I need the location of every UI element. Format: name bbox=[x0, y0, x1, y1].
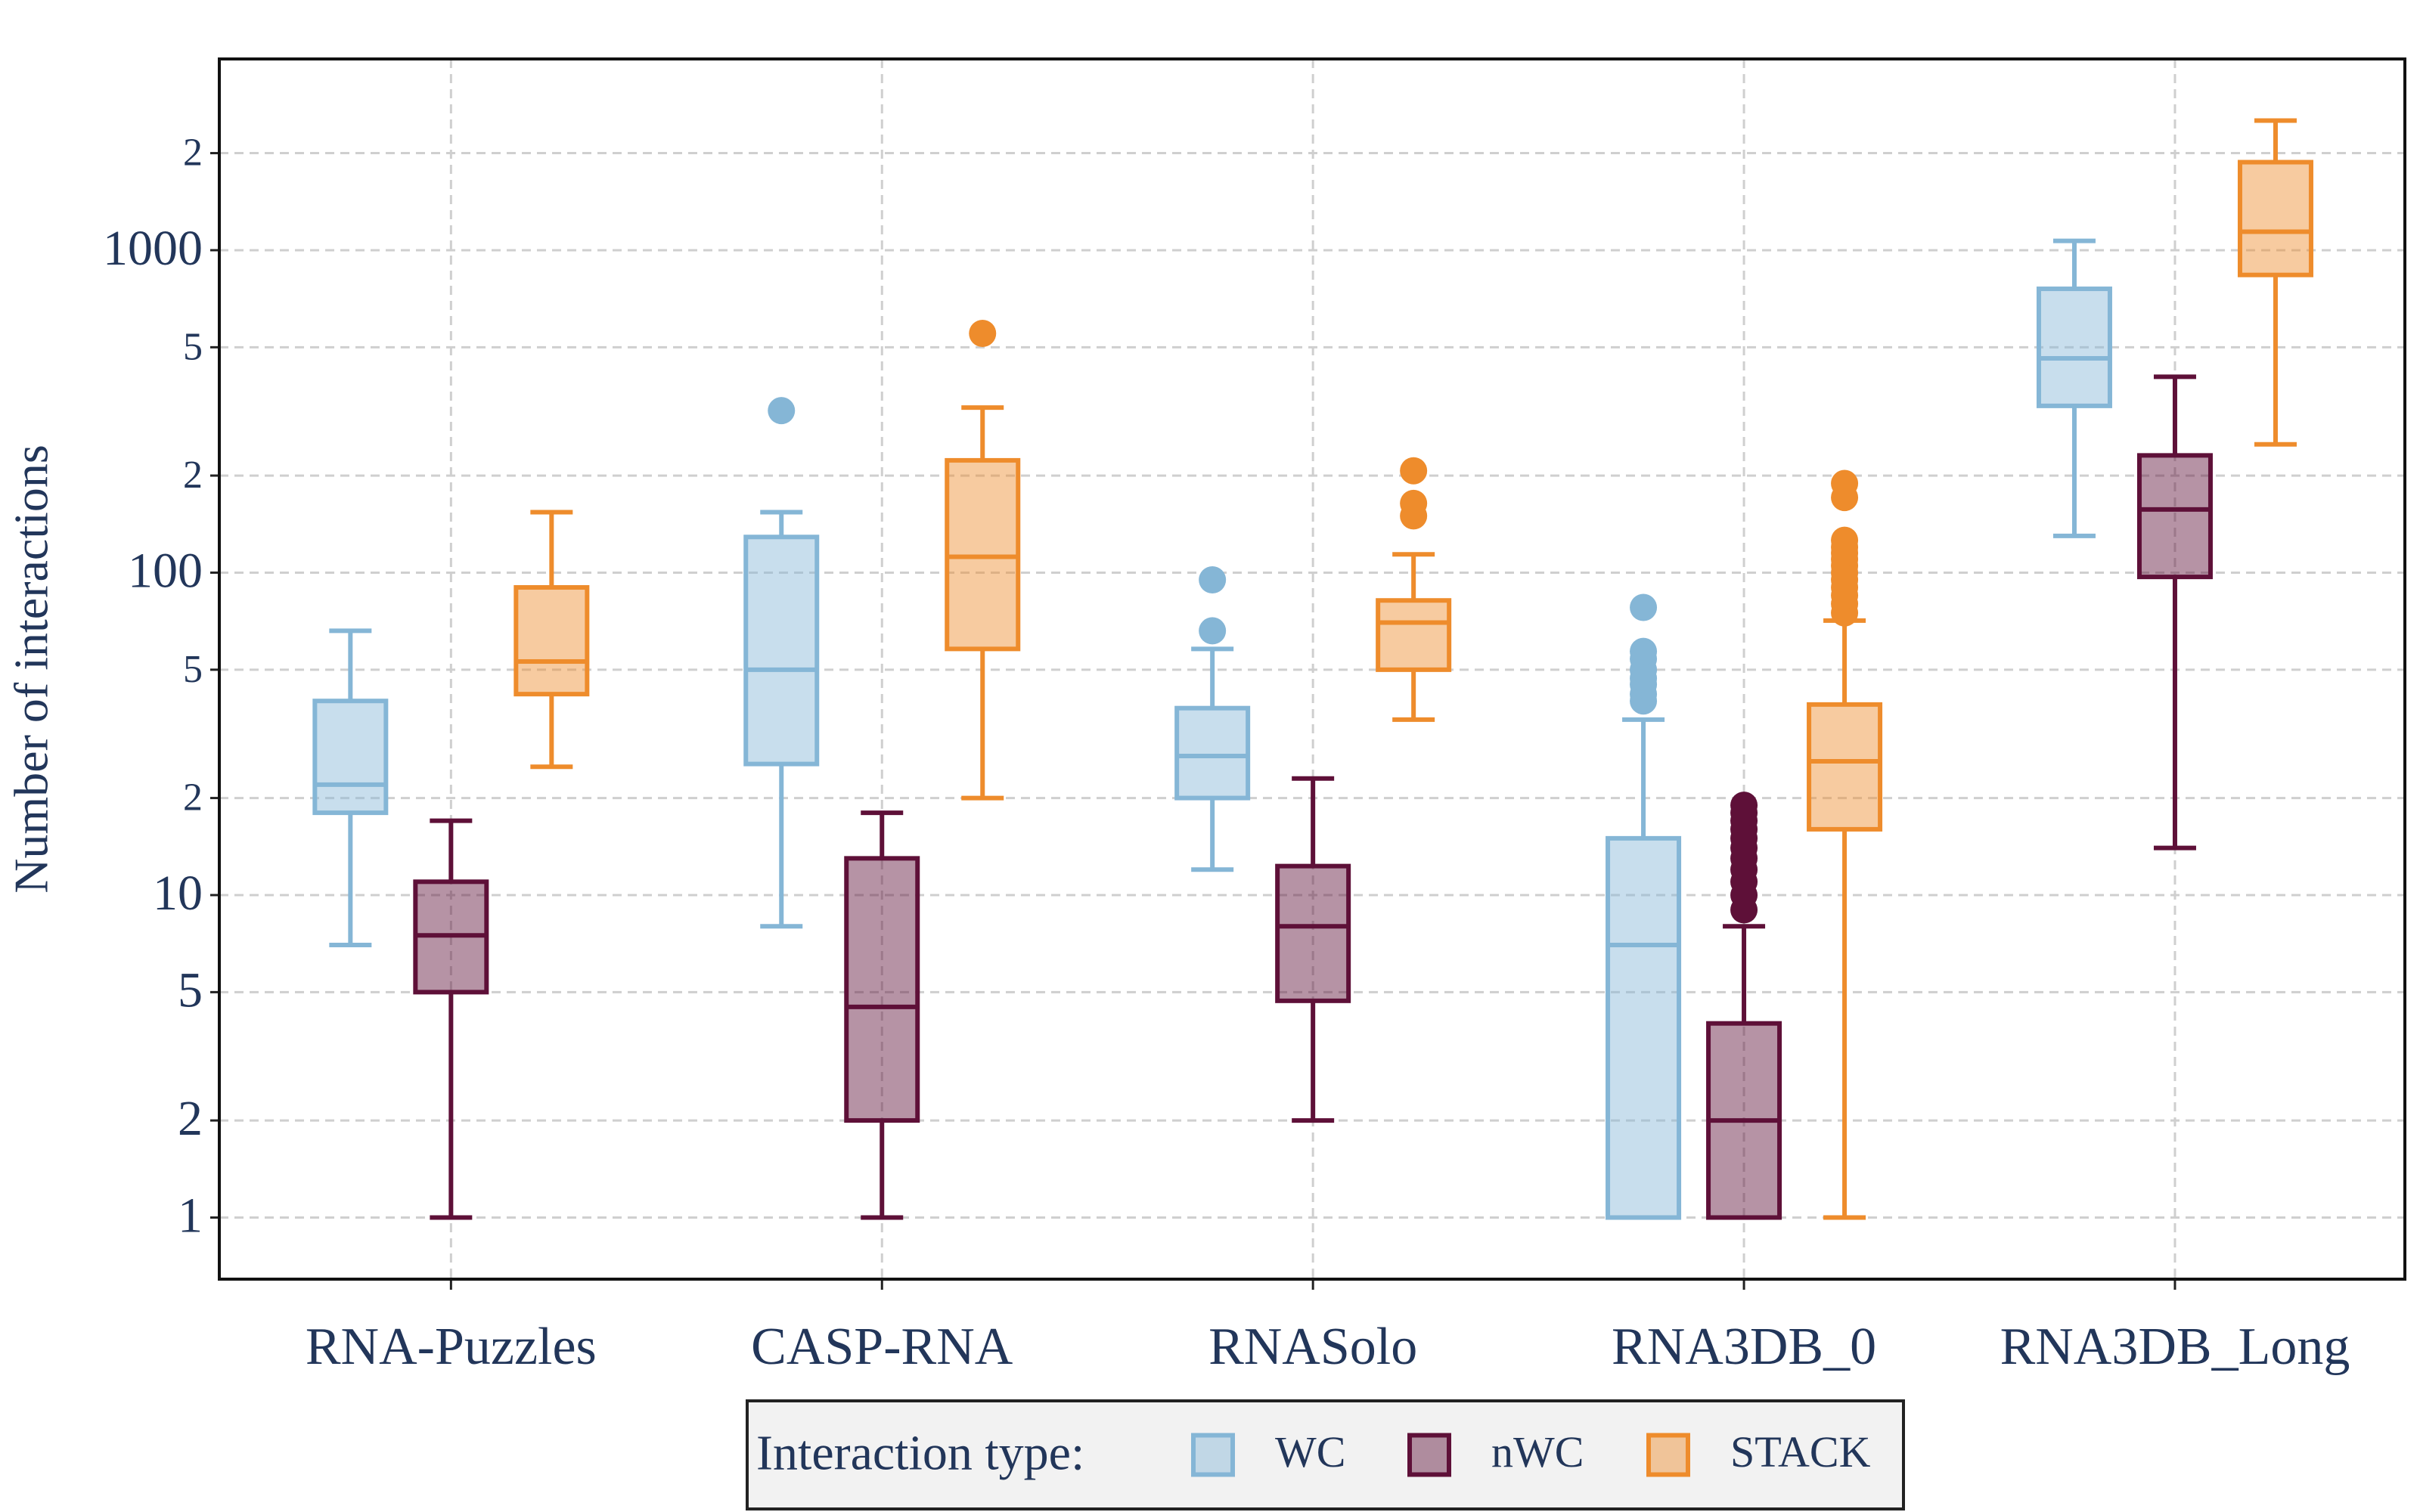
outlier bbox=[1630, 593, 1658, 621]
box-group bbox=[743, 397, 820, 929]
box-group bbox=[1275, 776, 1351, 1123]
x-tick-label: CASP-RNA bbox=[751, 1318, 1013, 1376]
y-tick-label: 100 bbox=[128, 544, 203, 599]
y-tick-label: 2 bbox=[178, 1091, 203, 1146]
outlier bbox=[768, 397, 796, 425]
box bbox=[1275, 863, 1351, 1003]
y-tick-label: 2 bbox=[183, 454, 203, 497]
box-group bbox=[1174, 565, 1251, 872]
box bbox=[743, 534, 820, 767]
outlier bbox=[1400, 489, 1428, 517]
outlier bbox=[1199, 565, 1227, 593]
y-tick-label: 2 bbox=[183, 776, 203, 820]
box bbox=[2036, 287, 2112, 408]
x-tick-label: RNASolo bbox=[1208, 1318, 1417, 1376]
y-tick-label: 10 bbox=[153, 866, 203, 921]
box bbox=[312, 699, 389, 816]
box-group bbox=[312, 628, 389, 948]
x-tick-label: RNA-Puzzles bbox=[306, 1318, 597, 1376]
box-group bbox=[1807, 469, 1883, 1220]
y-tick-label: 1000 bbox=[103, 221, 203, 276]
x-tick-label: RNA3DB_0 bbox=[1612, 1318, 1876, 1376]
box bbox=[2237, 160, 2313, 277]
y-tick-label: 5 bbox=[178, 963, 203, 1018]
box bbox=[1606, 835, 1682, 1220]
y-tick-label: 5 bbox=[183, 648, 203, 691]
y-tick-label: 5 bbox=[183, 325, 203, 368]
outlier bbox=[1831, 469, 1859, 497]
plot-frame bbox=[218, 57, 2406, 1281]
box-group bbox=[513, 510, 590, 770]
box-group bbox=[2136, 374, 2213, 850]
legend-label: nWC bbox=[1491, 1427, 1584, 1476]
box bbox=[1807, 702, 1883, 832]
box-group bbox=[413, 818, 489, 1220]
box bbox=[513, 584, 590, 697]
legend-swatch bbox=[1646, 1433, 1690, 1477]
legend-label: WC bbox=[1275, 1427, 1345, 1476]
box-group bbox=[1706, 792, 1782, 1220]
x-tick-label: RNA3DB_Long bbox=[2000, 1318, 2350, 1376]
legend-swatch bbox=[1407, 1433, 1451, 1477]
outlier bbox=[1400, 457, 1428, 485]
box bbox=[1376, 598, 1452, 672]
box-group bbox=[844, 810, 920, 1220]
outlier bbox=[969, 320, 997, 348]
legend-title: Interaction type: bbox=[756, 1426, 1084, 1481]
box bbox=[844, 856, 920, 1123]
box-group bbox=[945, 320, 1021, 801]
legend-frame bbox=[746, 1399, 1905, 1510]
box-group bbox=[2036, 238, 2112, 538]
y-tick-label: 2 bbox=[183, 131, 203, 174]
box-group bbox=[1376, 457, 1452, 722]
outlier bbox=[1630, 637, 1658, 665]
y-tick-label: 1 bbox=[178, 1188, 203, 1244]
box-group bbox=[1606, 593, 1682, 1220]
outlier bbox=[1831, 526, 1859, 554]
y-axis-label: Number of interactions bbox=[5, 445, 58, 894]
outlier bbox=[1730, 792, 1758, 820]
box-group bbox=[2237, 118, 2313, 447]
legend-swatch bbox=[1191, 1433, 1235, 1477]
box bbox=[1174, 705, 1251, 801]
box bbox=[2136, 453, 2213, 580]
outlier bbox=[1199, 617, 1227, 645]
legend-label: STACK bbox=[1730, 1427, 1871, 1476]
